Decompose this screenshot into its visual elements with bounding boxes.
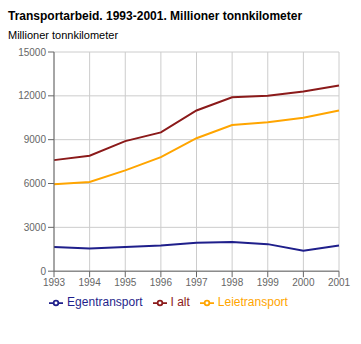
html-text:Millioner tonnkilometer: Millioner tonnkilometer [8,29,118,41]
svg-text:15000: 15000 [18,47,46,58]
svg-text:6000: 6000 [24,178,47,189]
svg-text:12000: 12000 [18,90,46,101]
html-text:Transportarbeid. 1993-2001. Mi: Transportarbeid. 1993-2001. Millioner to… [8,9,303,23]
svg-text:1995: 1995 [114,277,137,288]
svg-text:3000: 3000 [24,222,47,233]
svg-text:1994: 1994 [79,277,102,288]
svg-text:2001: 2001 [328,277,351,288]
svg-text:2000: 2000 [292,277,315,288]
svg-text:1998: 1998 [221,277,244,288]
svg-text:9000: 9000 [24,134,47,145]
html-text:Leietransport: Leietransport [217,295,288,310]
svg-text:1993: 1993 [43,277,66,288]
html-text:I alt: I alt [170,295,190,310]
svg-text:0: 0 [40,266,46,277]
html-text:Egentransport: Egentransport [67,295,143,310]
svg-text:1996: 1996 [150,277,173,288]
svg-text:1997: 1997 [185,277,208,288]
svg-text:1999: 1999 [257,277,280,288]
